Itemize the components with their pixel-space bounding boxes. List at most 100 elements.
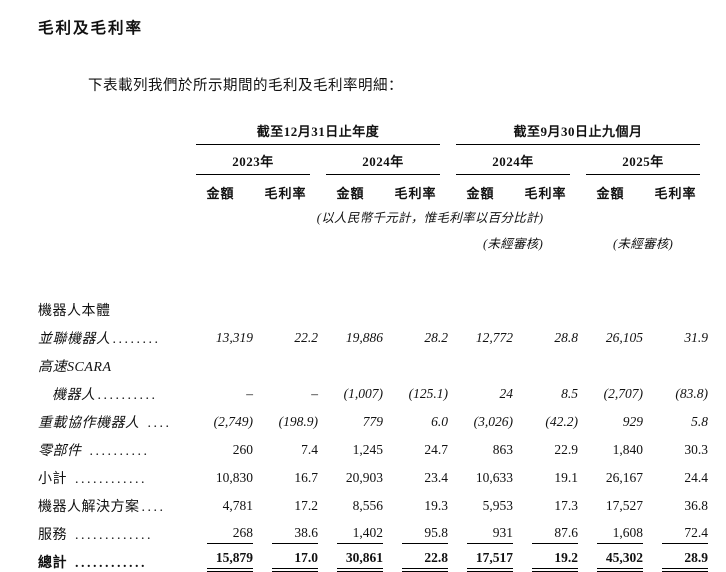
gross-profit-table: 截至12月31日止年度 截至9月30日止九個月 2023年 2024年 2024… <box>38 121 709 572</box>
cell-value <box>448 292 513 320</box>
cell-value: 1,840 <box>612 442 644 457</box>
unaudited-note-2024-9m: (未經審核) <box>482 237 544 251</box>
row-dot-leader: ........ <box>112 332 161 347</box>
cell-value <box>318 348 383 376</box>
cell-value <box>643 292 708 320</box>
cell-value <box>188 292 253 320</box>
units-note-row: (以人民幣千元計，惟毛利率以百分比計) <box>38 204 708 226</box>
cell-value: 12,772 <box>475 330 514 345</box>
cell-value: 17.3 <box>554 498 579 513</box>
row-label-cell: 機器人.......... <box>38 376 188 404</box>
cell-value: 17,517 <box>448 544 514 572</box>
cell-value: 4,781 <box>222 498 253 513</box>
row-label: 服務 <box>38 528 67 543</box>
cell-value: 22.9 <box>554 442 579 457</box>
col-margin-2024: 毛利率 <box>394 186 437 201</box>
cell-value: (42.2) <box>545 414 579 429</box>
cell-value: 5,953 <box>482 498 514 513</box>
table-row: 小計 ............ 10,830 16.7 20,903 23.4 … <box>38 460 708 488</box>
cell-value: 45,302 <box>578 544 644 572</box>
col-amount-2023: 金額 <box>206 186 235 201</box>
year-2023: 2023年 <box>188 145 318 175</box>
col-amount-2025-9m: 金額 <box>596 186 625 201</box>
cell-value: (1,007) <box>343 386 383 401</box>
table-row: 零部件 .......... 260 7.4 1,245 24.7 863 22… <box>38 432 708 460</box>
cell-value: 72.4 <box>643 516 709 544</box>
row-label: 總計 <box>38 556 67 571</box>
table-row: 並聯機器人........ 13,319 22.2 19,886 28.2 12… <box>38 320 708 348</box>
row-dot-leader: .......... <box>97 388 158 403</box>
cell-value: (83.8) <box>675 386 709 401</box>
cell-value: 8.5 <box>561 386 579 401</box>
cell-value: 931 <box>448 516 514 544</box>
cell-value: 20,903 <box>345 470 383 485</box>
row-label: 高速SCARA <box>38 360 112 375</box>
cell-value: 10,830 <box>215 470 253 485</box>
row-label-cell: 零部件 .......... <box>38 432 188 460</box>
period-group-annual: 截至12月31日止年度 <box>188 121 448 145</box>
cell-value: 36.8 <box>684 498 709 513</box>
row-dot-leader: .......... <box>83 444 150 459</box>
row-label-cell: 機器人本體 <box>38 292 188 320</box>
cell-value: 15,879 <box>188 544 253 572</box>
table-row: 機器人.......... – – (1,007) (125.1) 24 8.5… <box>38 376 708 404</box>
cell-value: 24.7 <box>424 442 449 457</box>
cell-value: 22.2 <box>294 330 318 345</box>
cell-value: 10,633 <box>475 470 514 485</box>
cell-value <box>253 348 318 376</box>
cell-value: (2,707) <box>603 386 644 401</box>
cell-value <box>578 348 643 376</box>
cell-value: (198.9) <box>278 414 318 429</box>
cell-value <box>188 348 253 376</box>
cell-value: (2,749) <box>213 414 253 429</box>
cell-value: 8,556 <box>352 498 383 513</box>
row-dot-leader <box>111 304 113 319</box>
period-group-nine-months: 截至9月30日止九個月 <box>448 121 708 145</box>
table-row: 機器人本體 <box>38 292 708 320</box>
cell-value: 19,886 <box>345 330 383 345</box>
cell-value: 17.0 <box>253 544 318 572</box>
year-2024-9m: 2024年 <box>448 145 578 175</box>
page-title: 毛利及毛利率 <box>38 20 144 37</box>
cell-value: 22.8 <box>383 544 449 572</box>
row-label-cell: 機器人解決方案.... <box>38 488 188 516</box>
col-amount-2024-9m: 金額 <box>466 186 495 201</box>
row-label: 小計 <box>38 472 67 487</box>
row-label-cell: 小計 ............ <box>38 460 188 488</box>
row-label-cell: 總計 ............ <box>38 544 188 572</box>
cell-value: 19.1 <box>554 470 579 485</box>
row-label: 機器人本體 <box>38 304 111 319</box>
cell-value: (125.1) <box>408 386 449 401</box>
year-row: 2023年 2024年 2024年 2025年 <box>38 145 708 175</box>
unaudited-note-2025-9m: (未經審核) <box>612 237 674 251</box>
cell-value: – <box>246 386 253 401</box>
cell-value <box>383 348 448 376</box>
period-group-nine-months-label: 截至9月30日止九個月 <box>456 121 701 145</box>
cell-value: 16.7 <box>294 470 318 485</box>
table-header: 截至12月31日止年度 截至9月30日止九個月 2023年 2024年 2024… <box>38 121 708 292</box>
cell-value: 17,527 <box>605 498 644 513</box>
cell-value: 13,319 <box>215 330 253 345</box>
cell-value <box>318 292 383 320</box>
header-body-spacer <box>38 252 708 292</box>
cell-value: 26,105 <box>605 330 644 345</box>
cell-value: 260 <box>232 442 253 457</box>
year-2024: 2024年 <box>318 145 448 175</box>
cell-value <box>383 292 448 320</box>
cell-value: 1,608 <box>578 516 644 544</box>
intro-text: 下表載列我們於所示期間的毛利及毛利率明細： <box>88 78 403 94</box>
cell-value: 19.2 <box>513 544 579 572</box>
table-row: 重載協作機器人 .... (2,749) (198.9) 779 6.0 (3,… <box>38 404 708 432</box>
row-dot-leader <box>112 360 114 375</box>
cell-value: 87.6 <box>513 516 579 544</box>
cell-value: 24.4 <box>684 470 709 485</box>
units-note: (以人民幣千元計，惟毛利率以百分比計) <box>316 211 544 225</box>
cell-value: 7.4 <box>301 442 318 457</box>
cell-value <box>448 348 513 376</box>
table-row: 服務 ............. 268 38.6 1,402 95.8 931… <box>38 516 709 544</box>
row-label: 重載協作機器人 <box>38 416 140 431</box>
cell-value: 1,245 <box>352 442 383 457</box>
cell-value: 17.2 <box>294 498 318 513</box>
cell-value: 38.6 <box>253 516 318 544</box>
